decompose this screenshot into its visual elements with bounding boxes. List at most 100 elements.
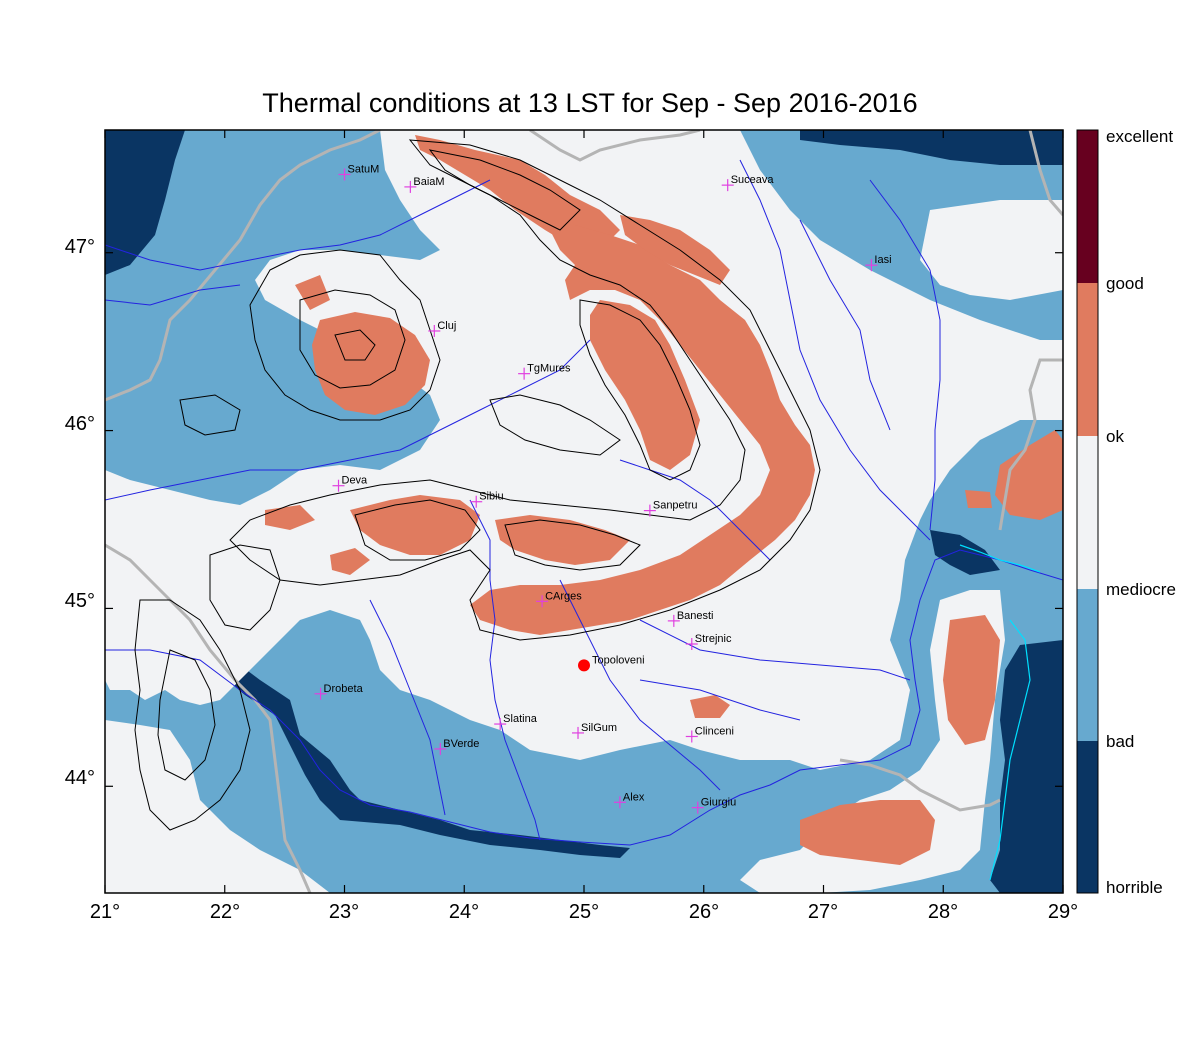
border-serbia: [105, 543, 312, 893]
colorbar-label: horrible: [1106, 878, 1163, 897]
contour-5: [428, 149, 581, 231]
city-marker: SatuM: [338, 163, 380, 181]
river-prut: [869, 179, 941, 531]
city-marker: TgMures: [518, 363, 571, 380]
city-marker: Sanpetru: [643, 500, 698, 517]
city-label: Sibiu: [479, 491, 503, 503]
y-tick-marks: [105, 252, 1063, 787]
field-horrible-nw: [105, 130, 185, 275]
colorbar-segment-horrible: [1077, 741, 1098, 893]
city-marker: Alex: [613, 791, 645, 809]
field-ok-north-cluster: [620, 215, 730, 285]
field-ok-small1: [265, 505, 315, 530]
field-ok-apuseni-n: [295, 275, 330, 310]
map-field: [105, 130, 1063, 893]
field-ok-south: [800, 800, 935, 865]
x-tick-label: 22°: [210, 901, 240, 923]
contour-9: [134, 599, 251, 831]
river-olt: [469, 499, 541, 841]
field-horrible-delta: [930, 530, 1000, 575]
field-ok-apuseni: [312, 312, 430, 415]
x-tick-label: 26°: [689, 901, 719, 923]
city-label: TgMures: [527, 363, 571, 375]
city-markers: SatuM BaiaM Suceava Iasi Cluj TgMures Deva Sibi…: [314, 163, 892, 814]
highlight-station-marker: [578, 659, 590, 672]
colorbar-label: mediocre: [1106, 580, 1176, 599]
city-marker: SilGum: [572, 722, 617, 739]
field-ok-sibiu: [350, 495, 480, 555]
colorbar-segment-bad: [1077, 589, 1098, 741]
river-ialomita: [639, 619, 911, 681]
highlight-station: Topoloveni: [578, 654, 645, 672]
field-horrible-ne: [800, 130, 1063, 165]
field-horrible-east: [990, 640, 1063, 893]
y-tick-label: 44°: [65, 767, 95, 789]
city-marker: Suceava: [721, 174, 775, 192]
x-tick-label: 29°: [1048, 901, 1078, 923]
y-tick-label: 45°: [65, 590, 95, 612]
river-somes: [105, 179, 491, 271]
lake-delta: [959, 544, 1041, 573]
colorbar-label: bad: [1106, 732, 1134, 751]
chart-title: Thermal conditions at 13 LST for Sep - S…: [262, 88, 918, 118]
colorbar-label: good: [1106, 274, 1144, 293]
city-label: BVerde: [443, 738, 479, 750]
contour-7: [504, 519, 641, 571]
city-label: Strejnic: [695, 633, 732, 645]
river-danube: [105, 549, 1063, 846]
city-label: Giurgiu: [701, 797, 736, 809]
y-tick-label: 47°: [65, 236, 95, 258]
contour-4: [229, 139, 821, 641]
city-marker: Iasi: [865, 254, 892, 272]
border-ukraine-n: [529, 130, 701, 162]
field-mediocre-pocket1: [160, 515, 230, 560]
colorbar-label: excellent: [1106, 127, 1173, 146]
city-label: Suceava: [731, 174, 775, 186]
border-ne: [1028, 130, 1063, 216]
contour-12: [179, 394, 241, 436]
highlight-station-label: Topoloveni: [592, 654, 645, 666]
city-marker: CArges: [536, 590, 582, 608]
x-tick-marks: [104, 130, 1064, 893]
river-mures: [105, 339, 591, 501]
contour-2: [299, 289, 406, 389]
city-marker: Banesti: [667, 610, 714, 627]
contour-3: [334, 329, 376, 361]
city-label: CArges: [545, 590, 582, 602]
x-tick-label: 28°: [928, 901, 958, 923]
city-marker: Deva: [332, 475, 369, 492]
city-marker: BaiaM: [404, 176, 445, 193]
border-west: [105, 130, 381, 402]
river-trib3: [619, 459, 771, 561]
contour-1: [249, 249, 441, 421]
city-label: Clinceni: [695, 725, 734, 737]
colorbar-label: ok: [1106, 427, 1124, 446]
border-east: [998, 358, 1063, 531]
city-marker: Slatina: [494, 713, 538, 731]
field-mediocre-main: [105, 130, 1063, 770]
city-label: Deva: [342, 475, 369, 487]
city-marker: Drobeta: [314, 683, 364, 700]
city-label: SatuM: [348, 163, 380, 175]
city-label: Slatina: [503, 713, 538, 725]
x-tick-label: 24°: [449, 901, 479, 923]
city-marker: Clinceni: [685, 725, 734, 743]
field-ok-east2: [943, 615, 1000, 745]
colorbar-segment-good: [1077, 130, 1098, 283]
city-label: Iasi: [874, 254, 891, 266]
field-mediocre-se: [740, 590, 1005, 893]
field-mediocre-east: [920, 200, 1063, 300]
field-ok-small2: [330, 548, 370, 575]
city-marker: Giurgiu: [691, 797, 736, 814]
river-jiu: [369, 599, 446, 816]
city-marker: BVerde: [434, 738, 479, 755]
city-label: Drobeta: [324, 683, 364, 695]
city-label: BaiaM: [413, 176, 444, 188]
river-trib1: [105, 284, 241, 306]
field-ok-small3: [965, 490, 992, 508]
field-mediocre-sw: [105, 720, 330, 893]
x-tick-label: 21°: [90, 901, 120, 923]
city-label: SilGum: [581, 722, 617, 734]
city-label: Cluj: [437, 320, 456, 332]
